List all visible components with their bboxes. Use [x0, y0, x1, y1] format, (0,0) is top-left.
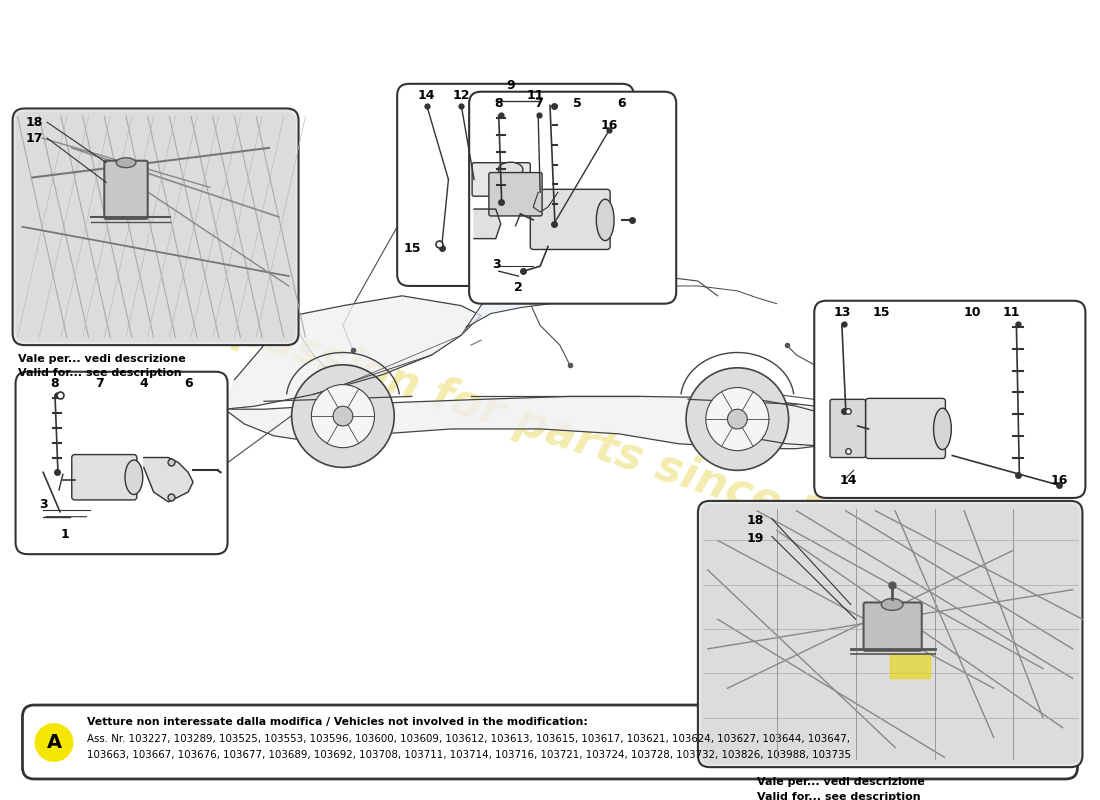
Ellipse shape [881, 598, 903, 610]
FancyBboxPatch shape [814, 301, 1086, 498]
Polygon shape [144, 458, 192, 502]
FancyBboxPatch shape [866, 398, 945, 458]
Text: 14: 14 [418, 89, 436, 102]
Text: 3: 3 [493, 258, 502, 270]
FancyBboxPatch shape [22, 705, 1078, 779]
Text: 16: 16 [1050, 474, 1067, 486]
FancyBboxPatch shape [472, 162, 530, 196]
Text: 17: 17 [25, 131, 43, 145]
Circle shape [686, 368, 789, 470]
Text: 1: 1 [60, 528, 69, 541]
Text: 11: 11 [1003, 306, 1020, 319]
Circle shape [35, 724, 73, 762]
Text: 15: 15 [404, 242, 420, 255]
Text: 18: 18 [25, 116, 43, 129]
FancyBboxPatch shape [697, 501, 1082, 767]
FancyBboxPatch shape [15, 372, 228, 554]
Ellipse shape [498, 162, 522, 177]
FancyBboxPatch shape [864, 602, 922, 650]
Ellipse shape [125, 460, 143, 494]
FancyBboxPatch shape [701, 504, 1079, 764]
Text: Vetture non interessate dalla modifica / Vehicles not involved in the modificati: Vetture non interessate dalla modifica /… [87, 717, 587, 726]
Polygon shape [224, 396, 844, 449]
FancyBboxPatch shape [12, 109, 298, 345]
Circle shape [311, 385, 374, 448]
Ellipse shape [596, 199, 614, 241]
Text: 7: 7 [95, 377, 103, 390]
FancyBboxPatch shape [530, 190, 610, 250]
Text: 14: 14 [840, 474, 858, 486]
Text: 5: 5 [573, 97, 582, 110]
Polygon shape [224, 296, 481, 410]
Text: Valid for... see description: Valid for... see description [757, 792, 921, 800]
Ellipse shape [117, 158, 136, 168]
FancyBboxPatch shape [488, 173, 542, 216]
Text: Vale per... vedi descrizione: Vale per... vedi descrizione [757, 777, 925, 787]
Text: 2: 2 [514, 282, 522, 294]
Polygon shape [474, 209, 500, 238]
Circle shape [333, 406, 353, 426]
FancyBboxPatch shape [72, 454, 136, 500]
Text: 12: 12 [452, 89, 470, 102]
Text: 10: 10 [964, 306, 981, 319]
Text: Vale per... vedi descrizione: Vale per... vedi descrizione [18, 354, 185, 364]
Circle shape [292, 365, 394, 467]
Text: Ass. Nr. 103227, 103289, 103525, 103553, 103596, 103600, 103609, 103612, 103613,: Ass. Nr. 103227, 103289, 103525, 103553,… [87, 734, 849, 743]
Text: 7: 7 [534, 97, 542, 110]
Polygon shape [580, 271, 659, 291]
Text: A: A [46, 733, 62, 752]
Ellipse shape [934, 408, 952, 450]
Text: 8: 8 [51, 377, 59, 390]
Circle shape [706, 387, 769, 450]
Text: 103663, 103667, 103676, 103677, 103689, 103692, 103708, 103711, 103714, 103716, : 103663, 103667, 103676, 103677, 103689, … [87, 750, 850, 760]
Circle shape [727, 410, 747, 429]
Text: 4: 4 [140, 377, 148, 390]
Polygon shape [890, 654, 930, 678]
Text: 13: 13 [833, 306, 850, 319]
Text: 9: 9 [506, 79, 515, 92]
Text: 6: 6 [618, 97, 626, 110]
FancyBboxPatch shape [104, 161, 147, 219]
FancyBboxPatch shape [15, 111, 296, 342]
Text: 8: 8 [494, 97, 503, 110]
FancyBboxPatch shape [469, 92, 676, 304]
Text: 3: 3 [39, 498, 47, 511]
Text: 16: 16 [601, 118, 618, 132]
Text: 19: 19 [747, 532, 763, 545]
Polygon shape [717, 399, 844, 446]
Text: passion for parts since 1: passion for parts since 1 [229, 308, 832, 540]
Polygon shape [461, 256, 600, 335]
Text: 11: 11 [527, 89, 544, 102]
FancyBboxPatch shape [830, 399, 866, 458]
Text: 6: 6 [184, 377, 192, 390]
Text: Valid for... see description: Valid for... see description [18, 368, 182, 378]
FancyBboxPatch shape [397, 84, 634, 286]
Text: 18: 18 [747, 514, 763, 527]
Text: 15: 15 [872, 306, 890, 319]
